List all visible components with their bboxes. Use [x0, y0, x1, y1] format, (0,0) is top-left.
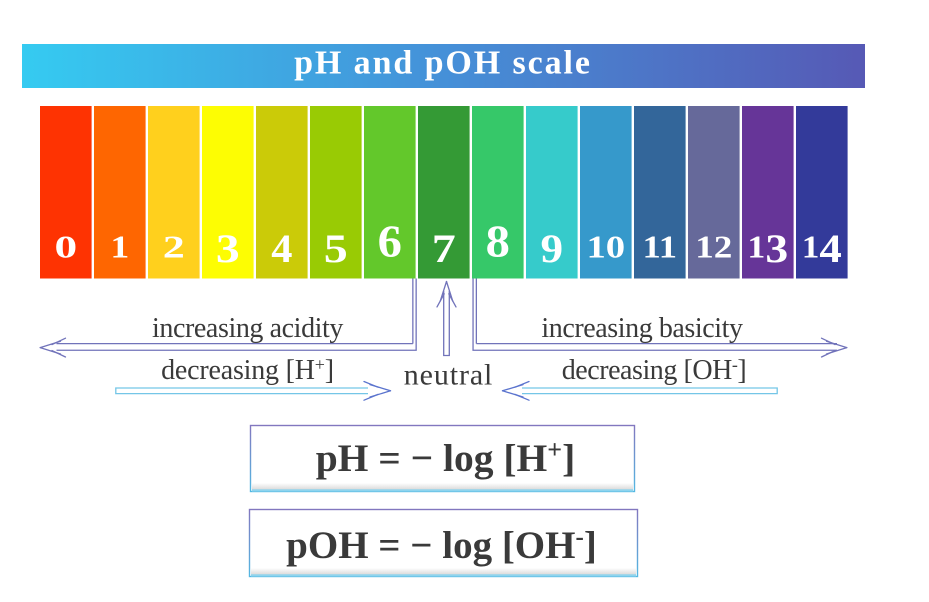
svg-text:13: 13: [747, 227, 788, 271]
svg-text:2: 2: [163, 230, 185, 265]
svg-text:12: 12: [695, 230, 732, 265]
svg-text:decreasing [OH-]: decreasing [OH-]: [562, 355, 747, 387]
svg-text:11: 11: [643, 231, 678, 265]
svg-text:decreasing [H+]: decreasing [H+]: [161, 355, 334, 387]
svg-text:9: 9: [541, 227, 564, 271]
svg-text:increasing basicity: increasing basicity: [541, 313, 743, 344]
svg-text:pOH = − log [OH-]: pOH = − log [OH-]: [286, 524, 597, 567]
svg-text:1: 1: [110, 229, 129, 264]
svg-text:pH and pOH scale: pH and pOH scale: [294, 45, 592, 82]
svg-text:14: 14: [802, 227, 842, 271]
svg-text:pH = − log [H+]: pH = − log [H+]: [316, 435, 576, 480]
svg-text:0: 0: [54, 230, 77, 265]
svg-text:5: 5: [324, 227, 348, 271]
svg-text:4: 4: [271, 226, 292, 271]
svg-text:8: 8: [486, 217, 510, 267]
svg-text:10: 10: [586, 230, 625, 265]
svg-text:neutral: neutral: [404, 359, 494, 392]
svg-text:3: 3: [216, 227, 240, 272]
svg-text:6: 6: [378, 217, 402, 267]
svg-text:7: 7: [432, 227, 456, 271]
svg-text:increasing acidity: increasing acidity: [152, 313, 343, 344]
